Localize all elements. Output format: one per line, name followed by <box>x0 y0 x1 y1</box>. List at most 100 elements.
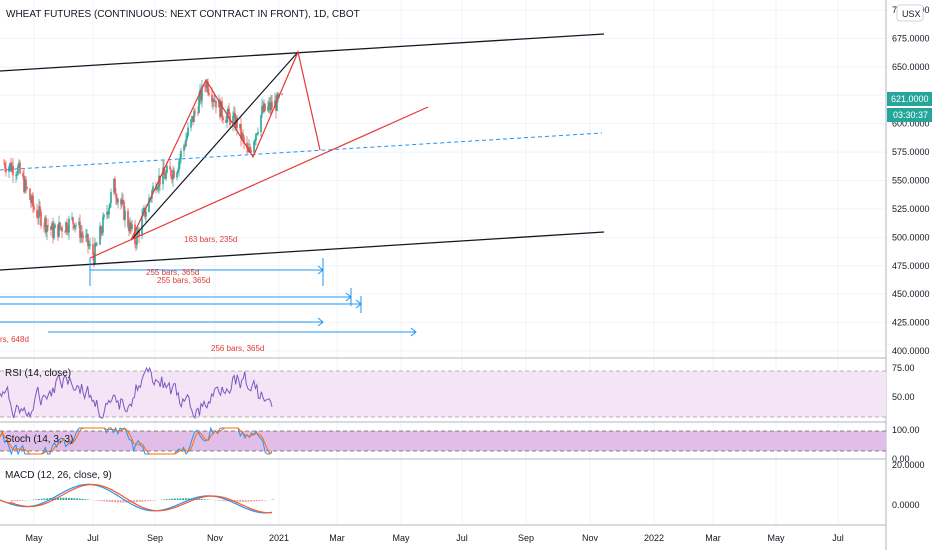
candle-body <box>95 243 97 246</box>
candle-body <box>250 149 252 153</box>
time-tick-label: Jul <box>832 533 844 543</box>
macd-histogram-bar <box>149 500 152 501</box>
macd-histogram-bar <box>10 500 13 502</box>
indicator-tick-label: 0.0000 <box>892 500 920 510</box>
macd-lines <box>0 483 273 514</box>
time-tick-label: Sep <box>147 533 163 543</box>
candle-body <box>218 99 220 108</box>
macd-histogram-bar <box>133 500 136 503</box>
candle-body <box>262 106 264 112</box>
candle-body <box>176 172 178 178</box>
macd-histogram-bar <box>146 500 149 502</box>
candle-body <box>191 116 193 120</box>
macd-histogram-bar <box>187 498 190 500</box>
price-tick-label: 650.0000 <box>892 62 930 72</box>
time-tick-label: Mar <box>705 533 721 543</box>
candle-body <box>67 231 69 233</box>
candle-body <box>106 211 108 215</box>
currency-button[interactable] <box>896 4 924 22</box>
bars-annotation-3: 255 bars, 365d <box>157 276 210 285</box>
black-diagonal-line[interactable] <box>130 51 299 241</box>
candle-body <box>99 226 101 245</box>
candle-body <box>164 174 166 179</box>
currency-label[interactable]: USX <box>902 9 921 19</box>
candle-body <box>201 85 203 101</box>
time-tick-label: Nov <box>582 533 599 543</box>
candle-body <box>178 161 180 171</box>
price-tick-label: 400.0000 <box>892 346 930 356</box>
macd-histogram-bar <box>78 498 81 500</box>
candle-body <box>31 195 33 204</box>
macd-histogram-bar <box>70 497 73 500</box>
channel-lower-line[interactable] <box>0 231 605 271</box>
candle-body <box>80 232 82 238</box>
candle-body <box>264 103 266 111</box>
price-axis[interactable]: 700.0000675.0000650.0000625.0000600.0000… <box>892 5 930 356</box>
macd-histogram-bar <box>247 500 250 502</box>
candle-body <box>179 157 181 162</box>
macd-histogram-bar <box>258 500 261 502</box>
rsi-band <box>0 371 886 417</box>
price-tick-label: 600.0000 <box>892 119 930 129</box>
candle-body <box>24 179 26 192</box>
macd-histogram-bar <box>16 500 19 502</box>
macd-histogram-bar <box>217 500 220 501</box>
macd-histogram-bar <box>225 500 228 502</box>
candle-body <box>60 227 62 229</box>
candle-body <box>135 243 137 245</box>
candle-body <box>129 222 131 232</box>
red-zigzag-pattern[interactable] <box>130 50 321 241</box>
candle-body <box>130 222 132 229</box>
macd-histogram-bar <box>176 498 179 500</box>
time-axis[interactable]: May Jul Sep Nov 2021 Mar May Jul Sep Nov 2022 Mar Ma… <box>25 533 843 543</box>
candle-body <box>127 210 129 227</box>
macd-histogram-bar <box>144 500 146 502</box>
price-tick-label: 575.0000 <box>892 147 930 157</box>
price-tick-label: 550.0000 <box>892 176 930 186</box>
macd-histogram-bar <box>43 498 46 500</box>
price-tick-label: 525.0000 <box>892 204 930 214</box>
candle-body <box>268 102 270 107</box>
candle-body <box>271 102 273 108</box>
candle-body <box>171 176 173 180</box>
macd-histogram-bar <box>252 500 255 502</box>
candle-body <box>87 234 89 247</box>
candle-body <box>141 216 143 236</box>
last-price-tag <box>887 92 932 106</box>
time-tick-label: Mar <box>329 533 345 543</box>
indicator-tick-label: 0.00 <box>892 454 910 464</box>
channel-upper-line[interactable] <box>0 33 605 72</box>
macd-histogram-bar <box>21 500 24 501</box>
macd-histogram-bar <box>184 498 187 500</box>
bars-range-measures <box>0 258 417 337</box>
candle-body <box>85 236 87 238</box>
time-tick-label: May <box>25 533 43 543</box>
candle-body <box>235 117 237 129</box>
candle-body <box>177 170 179 173</box>
macd-histogram-bar <box>68 497 70 500</box>
candle-body <box>78 221 80 225</box>
candle-body <box>72 217 74 224</box>
macd-histogram-bar <box>57 497 59 500</box>
candle-body <box>183 145 185 151</box>
candle-body <box>243 137 245 143</box>
bars-annotation-2: 255 bars, 365d <box>146 268 199 277</box>
candle-body <box>123 201 125 220</box>
candle-body <box>194 111 196 113</box>
blue-dashed-trendline[interactable] <box>0 132 603 171</box>
candle-body <box>239 124 241 129</box>
candle-body <box>9 163 11 168</box>
candle-body <box>86 234 88 237</box>
candle-body <box>255 133 257 140</box>
macd-histogram-bar <box>138 500 141 502</box>
macd-histogram-bar <box>165 499 168 500</box>
macd-histogram-bar <box>141 500 144 502</box>
candle-body <box>23 176 25 192</box>
candle-body <box>240 124 242 139</box>
red-trendline[interactable] <box>89 106 429 259</box>
macd-path <box>0 483 273 514</box>
indicator-tick-label: 75.00 <box>892 363 915 373</box>
candle-body <box>36 209 38 218</box>
macd-signal-path <box>0 483 273 514</box>
